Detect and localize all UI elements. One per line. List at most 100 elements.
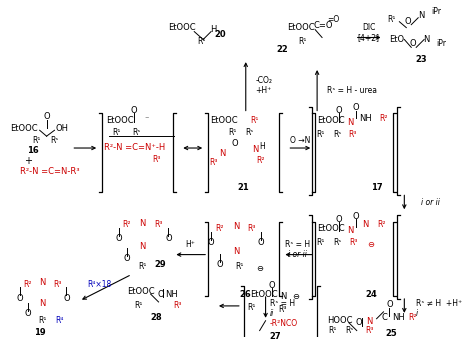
Text: N: N	[366, 317, 373, 326]
Text: O: O	[336, 214, 342, 224]
Text: EtOOC: EtOOC	[317, 116, 345, 125]
Text: R²: R²	[24, 280, 32, 289]
Text: R³: R³	[278, 305, 287, 314]
Text: R¹: R¹	[138, 262, 147, 271]
Text: =O: =O	[327, 15, 339, 24]
Text: O: O	[17, 294, 23, 302]
Text: N: N	[39, 299, 46, 309]
Text: O: O	[157, 290, 164, 299]
Text: N: N	[418, 11, 424, 20]
Text: R⁴×18: R⁴×18	[87, 280, 111, 289]
Text: Rˢ ≠ H  +H⁺: Rˢ ≠ H +H⁺	[416, 299, 462, 309]
Text: R²: R²	[216, 224, 224, 234]
Text: R³: R³	[348, 130, 357, 139]
Text: 26: 26	[239, 290, 251, 299]
Text: 23: 23	[415, 55, 427, 64]
Text: ⁻: ⁻	[145, 114, 149, 123]
Text: O: O	[268, 281, 275, 290]
Text: H⁺: H⁺	[185, 240, 195, 249]
Text: EtOOC: EtOOC	[317, 224, 345, 234]
Text: O: O	[353, 212, 359, 221]
Text: 22: 22	[276, 45, 288, 54]
Text: N: N	[253, 146, 259, 154]
Text: N: N	[139, 242, 146, 251]
Text: EtOOC: EtOOC	[106, 116, 134, 125]
Text: O: O	[130, 106, 137, 115]
Text: -R²NCO: -R²NCO	[270, 319, 298, 328]
Text: R²: R²	[379, 114, 388, 123]
Text: i or ii: i or ii	[421, 198, 440, 207]
Text: 24: 24	[366, 290, 377, 299]
Text: R³: R³	[152, 155, 161, 164]
Text: R¹: R¹	[197, 37, 205, 46]
Text: O: O	[25, 309, 31, 318]
Text: +H⁺: +H⁺	[255, 86, 272, 95]
Text: EtOOC: EtOOC	[210, 116, 238, 125]
Text: 20: 20	[214, 30, 226, 39]
Text: O: O	[356, 318, 362, 327]
Text: R¹: R¹	[38, 316, 47, 325]
Text: EtOOC: EtOOC	[10, 124, 37, 133]
Text: R³: R³	[209, 158, 217, 167]
Text: N: N	[346, 118, 353, 127]
Text: Rˢ: Rˢ	[346, 326, 354, 335]
Text: Rˢ: Rˢ	[246, 128, 254, 137]
Text: O →N: O →N	[290, 136, 310, 145]
Text: N: N	[219, 149, 225, 159]
Text: N: N	[233, 247, 239, 256]
Text: Rˢ: Rˢ	[333, 130, 341, 139]
Text: R¹: R¹	[135, 301, 143, 310]
Text: O: O	[410, 39, 417, 48]
Text: N: N	[39, 278, 46, 287]
Text: iPr: iPr	[431, 8, 441, 16]
Text: +: +	[24, 156, 32, 166]
Text: O: O	[405, 17, 411, 26]
Text: R²: R²	[123, 221, 131, 229]
Text: 28: 28	[151, 313, 163, 322]
Text: Rˢ = H - urea: Rˢ = H - urea	[327, 86, 377, 95]
Text: O: O	[43, 112, 50, 121]
Text: R¹: R¹	[33, 136, 41, 145]
Text: DIC: DIC	[362, 23, 375, 32]
Text: 29: 29	[155, 260, 166, 269]
Text: Rˢ = H: Rˢ = H	[285, 240, 310, 249]
Text: O: O	[165, 234, 172, 243]
Text: ⊖: ⊖	[367, 240, 374, 249]
Text: R¹: R¹	[250, 116, 259, 125]
Text: R¹: R¹	[236, 262, 244, 271]
Text: O: O	[336, 106, 342, 115]
Text: EtOOC: EtOOC	[250, 290, 277, 299]
Text: R²-N =C=N-R³: R²-N =C=N-R³	[20, 167, 80, 176]
Text: NH: NH	[359, 114, 372, 123]
Text: -CO₂: -CO₂	[255, 76, 273, 85]
Text: 27: 27	[270, 332, 281, 341]
Text: NH: NH	[392, 313, 405, 322]
Text: O: O	[124, 254, 130, 263]
Text: O: O	[63, 294, 70, 302]
Text: [4+2]: [4+2]	[358, 33, 380, 42]
Text: R²: R²	[256, 157, 265, 165]
Text: R¹: R¹	[113, 128, 121, 137]
Text: Rˢ = H: Rˢ = H	[270, 299, 295, 309]
Text: R³: R³	[365, 326, 374, 335]
Text: O: O	[232, 138, 238, 148]
Text: R²: R²	[377, 221, 386, 229]
Text: 25: 25	[385, 329, 397, 338]
Text: ii: ii	[270, 309, 274, 318]
Text: N: N	[346, 226, 353, 235]
Text: R³: R³	[247, 224, 256, 234]
Text: R¹: R¹	[316, 130, 324, 139]
Text: O: O	[116, 234, 122, 243]
Text: R³: R³	[173, 301, 182, 310]
Text: O: O	[217, 260, 223, 269]
Text: R³: R³	[155, 221, 163, 229]
Text: HOOC: HOOC	[327, 316, 353, 325]
Text: R¹: R¹	[387, 15, 396, 24]
Text: O: O	[208, 238, 214, 247]
Text: 19: 19	[34, 328, 46, 337]
Text: H: H	[260, 142, 265, 150]
Text: R²: R²	[408, 313, 417, 322]
Text: R³: R³	[349, 238, 358, 247]
Text: N: N	[423, 35, 429, 44]
Text: N: N	[363, 221, 369, 229]
